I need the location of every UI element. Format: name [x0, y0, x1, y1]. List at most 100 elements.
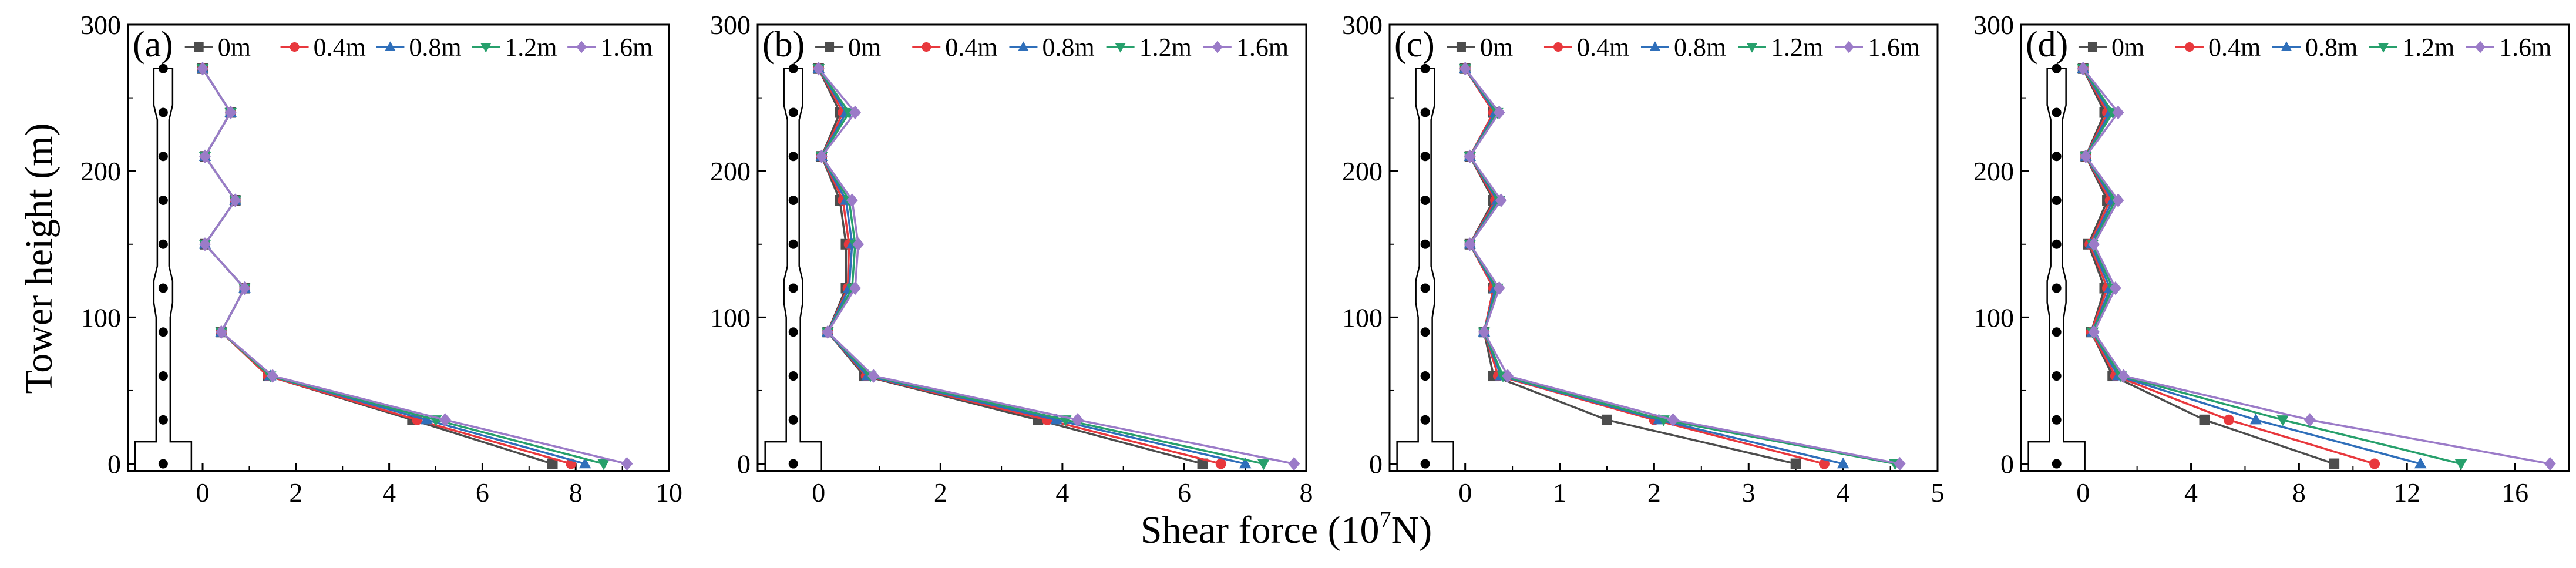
tower-node	[2052, 459, 2062, 469]
series-line	[818, 68, 1222, 465]
tower-node	[2052, 283, 2062, 293]
x-tick-label: 4	[1055, 478, 1069, 507]
data-point	[1894, 456, 1906, 471]
series-line	[1464, 68, 1895, 465]
legend-item-0m: 0m	[815, 33, 881, 62]
legend-label: 0m	[848, 33, 881, 62]
data-point	[822, 325, 834, 339]
data-point	[420, 413, 433, 425]
series-0.4m	[2077, 63, 2380, 469]
panel-label: (d)	[2026, 25, 2068, 65]
tower-outline	[1396, 68, 1454, 472]
legend-label: 0.4m	[945, 33, 997, 62]
data-point	[1493, 281, 1505, 295]
tower-node	[158, 415, 168, 425]
panel-d: 0 100 200 300 0 4 8 12 16 (d) 0m 0.4m 0.8m 1.2m 1.6m	[1973, 10, 2570, 507]
y-tick-label: 200	[1342, 156, 1383, 186]
series-line	[1464, 68, 1797, 465]
tower-node	[158, 107, 168, 117]
tower-node	[788, 371, 798, 381]
tower-node	[788, 107, 798, 117]
legend-marker	[576, 41, 587, 53]
tower-node	[788, 283, 798, 293]
plot-frame	[127, 23, 670, 472]
legend-label: 1.2m	[2402, 33, 2454, 62]
data-point	[439, 413, 451, 427]
tower-schematic	[764, 63, 822, 472]
tower-node	[1420, 63, 1430, 73]
series-1.6m	[197, 62, 633, 471]
data-point	[1215, 458, 1226, 469]
data-point	[2303, 413, 2316, 427]
panel-c: 0 100 200 300 0 1 2 3 4 5 (c) 0m 0.4m 0.8m 1.2m 1.6m	[1342, 10, 1945, 507]
data-point	[2454, 459, 2467, 470]
data-point	[816, 149, 828, 163]
data-point	[846, 193, 858, 207]
series-0.8m	[812, 62, 1252, 469]
data-point	[197, 62, 208, 76]
data-point	[1239, 457, 1252, 469]
data-point	[199, 149, 211, 163]
legend-label: 0.8m	[2305, 33, 2358, 62]
legend-marker	[480, 43, 492, 53]
legend: 0m 0.4m 0.8m 1.2m 1.6m	[815, 33, 1289, 62]
tower-node	[1420, 239, 1430, 249]
y-tick-label: 300	[710, 10, 751, 40]
series-0.8m	[1459, 62, 1849, 469]
legend-marker	[1844, 41, 1854, 53]
x-axis-title-tail: N)	[1391, 509, 1432, 552]
tower-node	[2052, 63, 2062, 73]
data-point	[2276, 415, 2289, 426]
data-point	[2117, 369, 2130, 383]
legend-item-0.4m: 0.4m	[1543, 33, 1629, 62]
tower-schematic	[2027, 63, 2086, 472]
y-tick-label: 100	[1973, 303, 2014, 332]
legend-label: 1.2m	[1771, 33, 1823, 62]
legend-label: 1.2m	[505, 33, 557, 62]
data-point	[849, 105, 861, 120]
data-point	[1257, 459, 1270, 470]
data-point	[229, 193, 241, 207]
series-line	[2082, 68, 2375, 465]
legend-label: 1.2m	[1139, 33, 1192, 62]
y-tick-label: 100	[710, 303, 751, 332]
x-tick-label: 8	[569, 478, 583, 507]
legend-item-0.4m: 0.4m	[912, 33, 997, 62]
data-point	[597, 459, 610, 470]
data-point	[2544, 456, 2556, 471]
data-point	[1837, 457, 1849, 469]
data-point	[812, 62, 825, 76]
data-point	[2088, 325, 2100, 339]
tower-node	[158, 239, 168, 249]
data-point	[1502, 369, 1514, 383]
data-point	[852, 237, 865, 251]
tower-node	[2052, 196, 2062, 206]
tower-node	[788, 152, 798, 162]
series-1.6m	[2077, 62, 2556, 471]
tower-outline	[134, 68, 193, 472]
data-point	[579, 457, 591, 469]
data-point	[267, 369, 279, 383]
tower-node	[788, 459, 798, 469]
legend-item-1.6m: 1.6m	[567, 33, 653, 62]
legend-marker	[1212, 41, 1223, 53]
legend-item-0m: 0m	[2078, 33, 2144, 62]
tower-node	[1420, 283, 1430, 293]
data-point	[1790, 458, 1801, 469]
data-point	[2249, 413, 2262, 425]
legend-label: 0.8m	[1674, 33, 1726, 62]
legend-item-0.8m: 0.8m	[1640, 33, 1726, 62]
tower-schematic	[1396, 63, 1454, 472]
tower-node	[158, 459, 168, 469]
x-axis-title-main: Shear force (10	[1141, 509, 1380, 552]
tower-node	[1420, 152, 1430, 162]
x-tick-label: 3	[1742, 478, 1756, 507]
data-point	[1459, 62, 1471, 76]
data-point	[2112, 193, 2124, 207]
series-line	[818, 68, 1264, 465]
legend-marker	[1456, 42, 1466, 52]
tower-node	[158, 283, 168, 293]
data-point	[849, 281, 861, 295]
tower-node	[788, 327, 798, 337]
